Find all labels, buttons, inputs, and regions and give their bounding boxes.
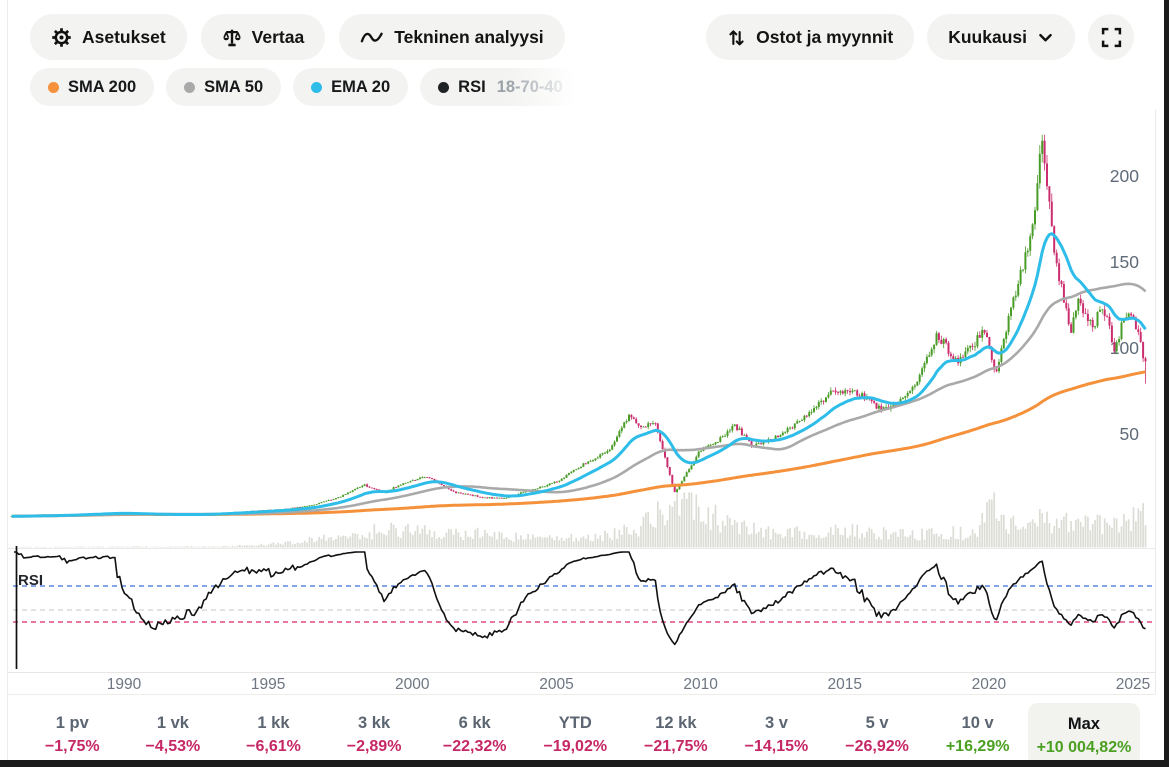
indicator-dot-icon <box>438 81 450 93</box>
period-item-1-pv[interactable]: 1 pv −1,75% <box>22 700 123 756</box>
period-label: 10 v <box>961 714 994 732</box>
rsi-line <box>14 551 1146 646</box>
period-return-value: −26,92% <box>845 738 909 755</box>
indicator-label: RSI <box>458 77 486 96</box>
period-label: 6 kk <box>458 714 491 732</box>
indicator-dot-icon <box>48 81 59 93</box>
x-axis-label: 2025 <box>1116 676 1150 693</box>
period-item-1-vk[interactable]: 1 vk −4,53% <box>123 700 224 756</box>
candles-down-wicks <box>18 134 1146 517</box>
technical-analysis-button[interactable]: Tekninen analyysi <box>339 14 565 60</box>
y-axis-label: 150 <box>1110 252 1139 272</box>
chart-toolbar-right: Ostot ja myynnit Kuukausi <box>706 14 1134 60</box>
x-axis-label: 2005 <box>539 676 573 693</box>
indicator-chip-ema-20[interactable]: EMA 20 <box>293 68 409 106</box>
ema-20-line <box>11 232 1147 518</box>
technical-analysis-label: Tekninen analyysi <box>394 26 544 47</box>
period-label: YTD <box>558 714 592 732</box>
period-item-3-v[interactable]: 3 v −14,15% <box>726 700 827 756</box>
compare-label: Vertaa <box>251 26 305 47</box>
period-item-3-kk[interactable]: 3 kk −2,89% <box>324 700 425 756</box>
up-down-arrows-icon <box>727 27 746 48</box>
compare-button[interactable]: Vertaa <box>200 14 326 60</box>
period-return-value: −19,02% <box>543 738 608 755</box>
period-returns-bar: 1 pv −1,75% 1 vk −4,53% 1 kk −6,61% 3 kk −2,89%… <box>22 700 1140 766</box>
period-label: 1 vk <box>156 714 189 732</box>
indicator-label: SMA 50 <box>204 77 264 96</box>
fullscreen-button[interactable] <box>1088 14 1134 60</box>
period-label: 3 kk <box>358 714 391 732</box>
settings-button[interactable]: Asetukset <box>30 14 187 60</box>
period-return-value: −2,89% <box>346 738 402 755</box>
candles-up-bodies <box>10 140 1130 517</box>
period-item-6-kk[interactable]: 6 kk −22,32% <box>424 700 525 756</box>
x-axis-label: 2020 <box>972 676 1007 693</box>
volume-bars <box>10 492 1147 548</box>
indicator-chip-sma-200[interactable]: SMA 200 <box>30 68 155 106</box>
wave-icon <box>360 29 384 46</box>
period-return-value: −6,61% <box>246 738 301 755</box>
sma-50-line <box>11 282 1147 518</box>
x-axis-label: 2015 <box>828 676 862 693</box>
indicator-label: SMA 200 <box>68 77 137 96</box>
fullscreen-icon <box>1101 27 1122 48</box>
period-label: 1 pv <box>55 714 89 732</box>
y-axis-label: 50 <box>1120 424 1140 444</box>
period-return-value: +10 004,82% <box>1036 739 1132 756</box>
period-label: 1 kk <box>257 714 290 732</box>
period-item-max[interactable]: Max +10 004,82% <box>1027 703 1140 766</box>
indicator-dot-icon <box>311 81 323 93</box>
period-item-1-kk[interactable]: 1 kk −6,61% <box>223 700 324 756</box>
period-item-12-kk[interactable]: 12 kk −21,75% <box>626 700 727 756</box>
window-right-border <box>1164 0 1169 767</box>
x-axis-label: 2000 <box>395 676 430 693</box>
period-return-value: +16,29% <box>945 738 1010 755</box>
settings-label: Asetukset <box>82 26 166 47</box>
indicator-dot-icon <box>184 81 196 93</box>
period-return-value: −21,75% <box>644 738 708 755</box>
trades-label: Ostot ja myynnit <box>756 26 894 47</box>
interval-dropdown[interactable]: Kuukausi <box>927 14 1075 60</box>
x-axis-label: 1990 <box>107 676 142 693</box>
indicator-label: EMA 20 <box>331 77 391 96</box>
sma-200-line <box>11 370 1146 518</box>
y-axis-label: 200 <box>1110 166 1139 186</box>
indicator-chip-rsi[interactable]: RSI 18-70-40 <box>420 68 581 106</box>
interval-label: Kuukausi <box>948 26 1027 47</box>
period-return-value: −4,53% <box>145 738 201 755</box>
period-return-value: −1,75% <box>44 738 100 755</box>
period-item-ytd[interactable]: YTD −19,02% <box>525 700 626 756</box>
period-label: 5 v <box>865 714 889 732</box>
x-axis-label: 1995 <box>251 676 285 693</box>
scales-icon <box>222 27 242 48</box>
period-return-value: −22,32% <box>442 738 507 755</box>
trades-button[interactable]: Ostot ja myynnit <box>706 14 915 60</box>
window-bottom-border <box>0 760 1169 767</box>
period-item-5-v[interactable]: 5 v −26,92% <box>827 700 928 756</box>
period-item-10-v[interactable]: 10 v +16,29% <box>927 700 1028 756</box>
panel-left-border <box>7 0 8 760</box>
candles-down-bodies <box>17 140 1147 517</box>
period-return-value: −14,15% <box>744 738 809 755</box>
indicator-params: 18-70-40 <box>496 77 563 96</box>
indicator-chip-sma-50[interactable]: SMA 50 <box>166 68 282 106</box>
chevron-down-icon <box>1037 29 1054 46</box>
indicator-chip-row: SMA 200 SMA 50 EMA 20 RSI 18-70-40 <box>30 68 581 106</box>
candles-up-wicks <box>11 134 1130 517</box>
gear-icon <box>51 27 72 48</box>
x-axis-label: 2010 <box>683 676 718 693</box>
period-label: Max <box>1067 715 1100 733</box>
rsi-pane-label: RSI <box>18 572 43 589</box>
chart-toolbar-left: Asetukset Vertaa <box>30 14 565 60</box>
period-label: 3 v <box>764 714 788 732</box>
period-label: 12 kk <box>655 714 697 732</box>
